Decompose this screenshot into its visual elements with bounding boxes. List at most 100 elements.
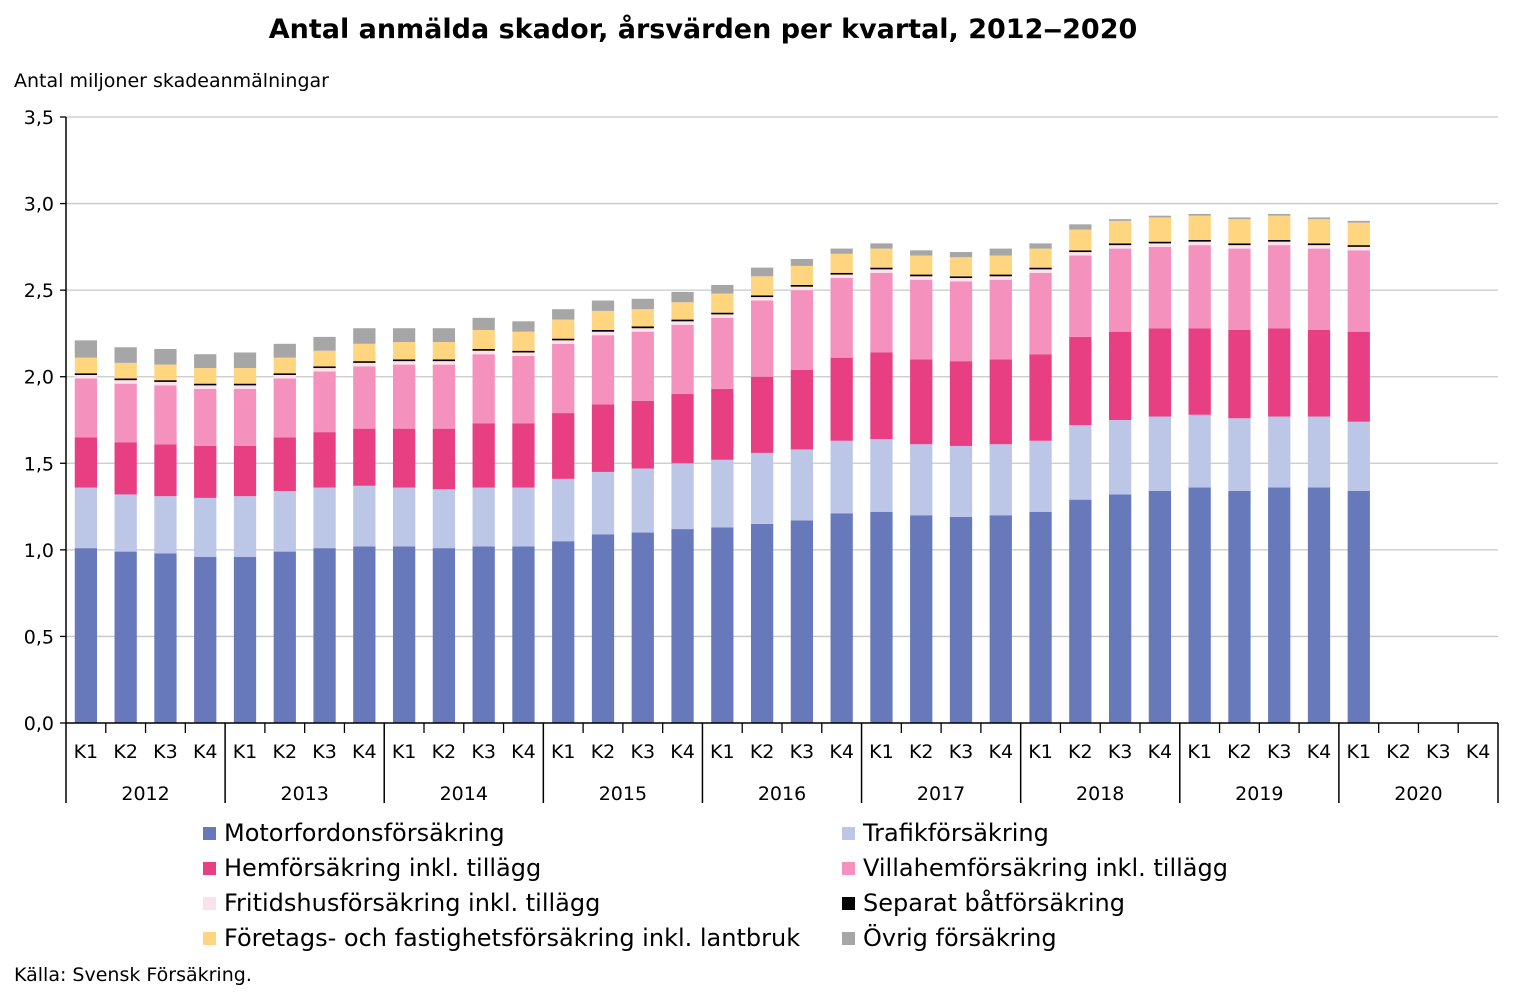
bar-segment: [1228, 219, 1251, 244]
bar-segment: [353, 362, 376, 367]
bar-segment: [671, 319, 694, 322]
bar-segment: [432, 342, 456, 360]
bar-segment: [1347, 250, 1370, 332]
bar-segment: [432, 361, 456, 365]
bar-segment: [1228, 217, 1251, 220]
bar-segment: [353, 366, 376, 429]
bar-segment: [313, 371, 336, 433]
x-tick-label: K3: [630, 741, 655, 763]
bar-segment: [949, 276, 973, 279]
bar-segment: [1148, 241, 1172, 244]
bar-segment: [711, 459, 734, 528]
bar-segment: [830, 253, 853, 273]
bar-segment: [790, 520, 814, 723]
bar-segment: [1069, 336, 1092, 426]
bar-segment: [989, 274, 1012, 277]
bar-segment: [989, 279, 1012, 360]
bar-segment: [1069, 252, 1092, 256]
bar-segment: [392, 361, 416, 365]
legend-label-villahem: Villahemförsäkring inkl. tillägg: [863, 854, 1228, 882]
year-label: 2019: [1235, 783, 1283, 805]
x-tick-label: K1: [74, 741, 99, 763]
bar-segment: [472, 354, 495, 424]
bar-segment: [154, 349, 177, 365]
bar-segment: [1188, 487, 1211, 723]
bar-segment: [552, 340, 575, 344]
bar-segment: [512, 423, 535, 488]
bar-segment: [1029, 248, 1052, 268]
bar-segment: [1307, 329, 1331, 417]
bar-segment: [552, 338, 575, 341]
bar-segment: [631, 532, 654, 723]
bar-segment: [989, 359, 1012, 445]
bar-segment: [1108, 245, 1132, 249]
bar-segment: [233, 496, 257, 557]
bar-segment: [1108, 494, 1132, 723]
bar-segment: [790, 284, 814, 287]
bar-segment: [114, 378, 137, 381]
bar-segment: [1268, 215, 1291, 240]
x-tick-label: K3: [790, 741, 815, 763]
bar-segment: [870, 272, 893, 353]
bar-segment: [233, 368, 257, 384]
x-tick-label: K4: [1148, 741, 1173, 763]
bar-segment: [194, 497, 217, 557]
bar-segment: [512, 321, 535, 332]
bar-segment: [233, 352, 257, 369]
bar-segment: [591, 471, 615, 535]
bar-segment: [671, 291, 694, 303]
x-tick-label: K2: [909, 741, 934, 763]
bar-segment: [154, 385, 177, 445]
bar-segment: [74, 374, 98, 379]
bar-segment: [472, 546, 495, 723]
bar-segment: [671, 302, 694, 320]
bar-segment: [273, 437, 296, 491]
x-tick-label: K2: [1227, 741, 1252, 763]
bar-segment: [313, 432, 336, 488]
legend-item-villahem: Villahemförsäkring inkl. tillägg: [842, 854, 1228, 882]
legend-label-hem: Hemförsäkring inkl. tillägg: [224, 854, 542, 882]
bar-segment: [711, 388, 734, 460]
x-tick-label: K4: [988, 741, 1013, 763]
bar-segment: [711, 293, 734, 313]
bar-segment: [472, 317, 495, 330]
bar-segment: [631, 400, 654, 469]
bar-segment: [711, 527, 734, 723]
bar-segment: [1029, 272, 1052, 355]
bar-segment: [1148, 217, 1172, 242]
year-label: 2015: [599, 783, 647, 805]
bar-segment: [1228, 248, 1251, 330]
bar-segment: [750, 300, 774, 377]
bar-segment: [591, 300, 615, 311]
bar-segment: [671, 529, 694, 723]
bar-segment: [949, 516, 973, 723]
x-tick-label: K1: [869, 741, 894, 763]
bar-segment: [1069, 425, 1092, 500]
x-tick-label: K4: [193, 741, 218, 763]
bar-segment: [1069, 229, 1092, 251]
bar-segment: [512, 352, 535, 356]
bar-segment: [194, 556, 217, 723]
bar-segment: [750, 376, 774, 453]
bar-segment: [472, 487, 495, 547]
bar-segment: [273, 551, 296, 723]
bar-segment: [74, 487, 98, 549]
bar-segment: [671, 394, 694, 464]
bar-segment: [1029, 354, 1052, 441]
bar-segment: [1307, 416, 1331, 488]
bar-segment: [1188, 213, 1211, 216]
bar-segment: [910, 279, 933, 360]
x-tick-label: K2: [113, 741, 138, 763]
legend-swatch-foretag: [203, 931, 216, 945]
bar-segment: [790, 265, 814, 285]
bar-segment: [790, 286, 814, 291]
x-tick-label: K3: [471, 741, 496, 763]
bar-segment: [273, 490, 296, 552]
bar-segment: [1347, 490, 1370, 723]
bar-segment: [591, 534, 615, 723]
source-note: Källa: Svensk Försäkring.: [14, 964, 252, 986]
year-label: 2018: [1076, 783, 1124, 805]
bar-segment: [711, 284, 734, 294]
bar-segment: [591, 331, 615, 336]
